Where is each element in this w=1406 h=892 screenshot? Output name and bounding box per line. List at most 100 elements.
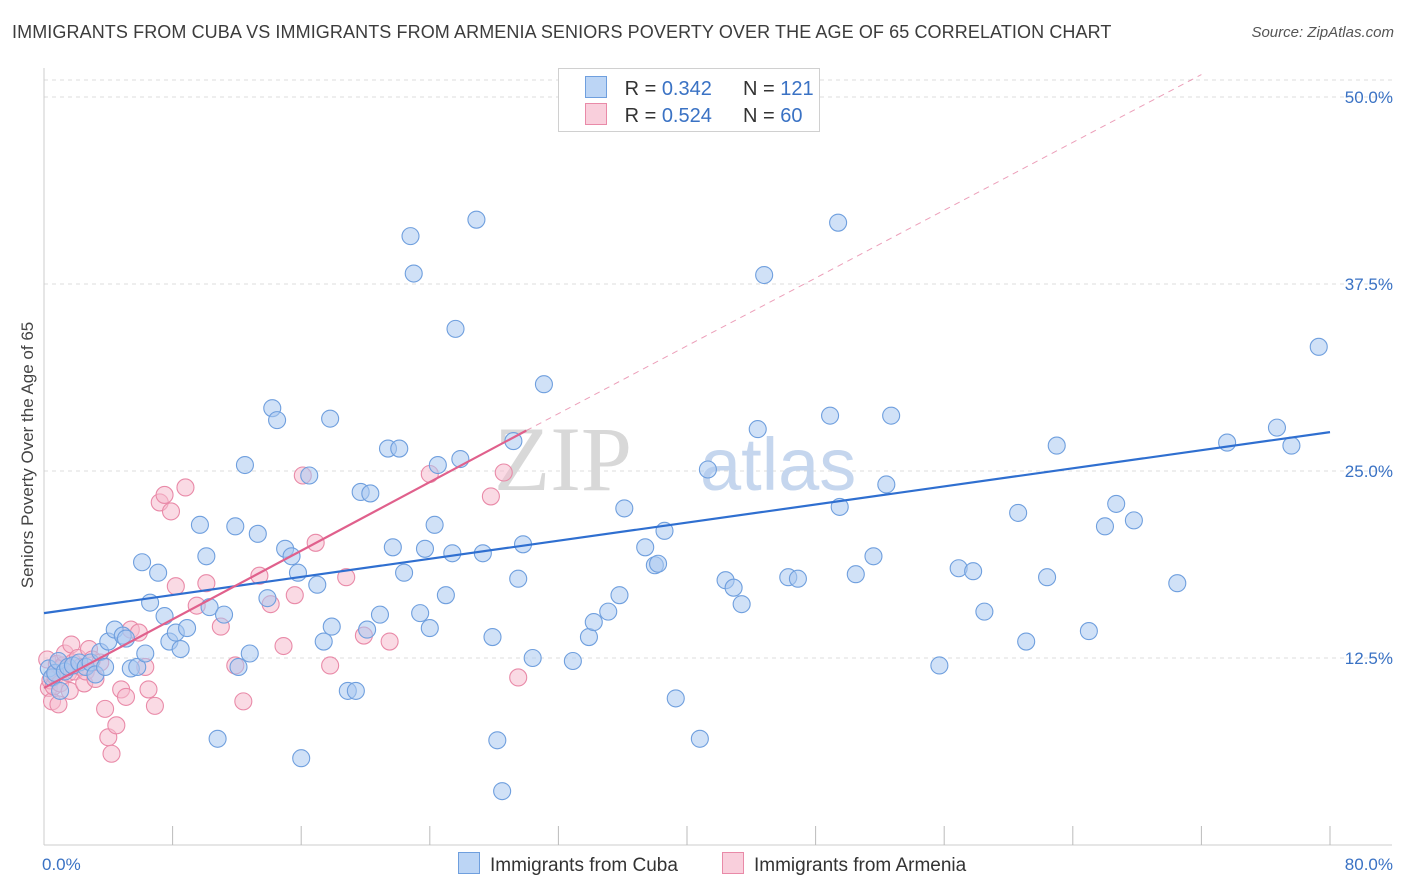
watermark: ZIP atlas	[494, 408, 856, 510]
point-armenia	[234, 692, 253, 711]
point-cuba	[534, 375, 553, 394]
legend-n-label-armenia: N =	[743, 105, 775, 127]
point-cuba	[877, 475, 896, 494]
point-cuba	[964, 562, 983, 581]
point-cuba	[666, 689, 685, 708]
correlation-legend: R = 0.342 N = 121 R = 0.524 N = 60	[558, 68, 820, 132]
bottom-legend-swatch-cuba	[458, 852, 480, 874]
legend-swatch-cuba	[585, 76, 607, 98]
point-cuba	[51, 681, 70, 700]
point-cuba	[690, 729, 709, 748]
bottom-legend-cuba: Immigrants from Cuba	[458, 852, 678, 877]
point-cuba	[401, 227, 420, 246]
point-cuba	[300, 466, 319, 485]
point-cuba	[846, 565, 865, 584]
point-cuba	[292, 749, 311, 768]
point-cuba	[197, 547, 216, 566]
point-cuba	[190, 515, 209, 534]
point-cuba	[314, 632, 333, 651]
bottom-legend-armenia: Immigrants from Armenia	[722, 852, 966, 877]
point-armenia	[285, 586, 304, 605]
point-cuba	[321, 409, 340, 428]
point-cuba	[483, 628, 502, 647]
watermark-zip: ZIP	[494, 408, 632, 510]
point-cuba	[361, 484, 380, 503]
point-armenia	[274, 636, 293, 656]
tick-labels: 12.5% 25.0% 37.5% 50.0% 0.0% 80.0%	[42, 88, 1393, 874]
legend-r-value-cuba: 0.342	[661, 78, 712, 100]
point-armenia	[494, 463, 513, 482]
point-cuba	[214, 605, 234, 624]
point-cuba	[358, 620, 377, 639]
point-cuba	[748, 420, 767, 439]
point-cuba	[724, 578, 743, 597]
point-cuba	[1124, 511, 1143, 530]
trendline-armenia	[43, 429, 527, 689]
points-cuba	[39, 210, 1328, 801]
point-cuba	[1079, 622, 1098, 641]
legend-row-cuba: R = 0.342 N = 121	[585, 76, 814, 101]
point-armenia	[161, 502, 181, 521]
axes	[43, 68, 1392, 846]
point-cuba	[322, 617, 341, 636]
point-cuba	[698, 460, 717, 479]
point-cuba	[467, 210, 486, 229]
legend-r-label-armenia: R =	[624, 105, 657, 127]
point-cuba	[425, 515, 444, 534]
x-tick-label: 0.0%	[42, 855, 81, 874]
point-armenia	[155, 485, 174, 504]
trendline-cuba	[43, 431, 1331, 615]
point-cuba	[755, 265, 774, 285]
point-cuba	[308, 575, 327, 594]
point-cuba	[428, 455, 447, 475]
point-armenia	[139, 680, 158, 699]
point-armenia	[481, 487, 500, 506]
point-cuba	[390, 439, 409, 458]
point-armenia	[166, 577, 185, 596]
point-cuba	[1282, 436, 1301, 455]
point-cuba	[258, 589, 277, 608]
point-cuba	[584, 613, 603, 632]
point-armenia	[380, 632, 399, 651]
point-cuba	[133, 553, 152, 572]
point-armenia	[96, 699, 115, 718]
point-cuba	[636, 538, 655, 557]
point-cuba	[1107, 494, 1126, 513]
point-armenia	[337, 568, 356, 587]
point-cuba	[370, 605, 390, 624]
point-cuba	[383, 538, 402, 557]
point-cuba	[732, 595, 751, 614]
point-cuba	[178, 619, 197, 638]
point-cuba	[136, 644, 155, 663]
point-cuba	[420, 619, 439, 638]
point-armenia	[197, 574, 216, 593]
bottom-legend-label-cuba: Immigrants from Cuba	[490, 855, 678, 876]
point-cuba	[149, 563, 168, 582]
point-cuba	[1009, 503, 1028, 522]
point-cuba	[1095, 517, 1114, 536]
point-cuba	[1038, 568, 1057, 587]
point-cuba	[1168, 574, 1187, 593]
x-tick-label: 80.0%	[1345, 855, 1393, 874]
y-tick-label: 37.5%	[1345, 275, 1393, 294]
legend-swatch-armenia	[585, 103, 607, 125]
point-cuba	[829, 213, 848, 232]
y-tick-label: 12.5%	[1345, 649, 1393, 668]
point-armenia	[102, 744, 121, 763]
chart-title: IMMIGRANTS FROM CUBA VS IMMIGRANTS FROM …	[12, 22, 1112, 42]
point-armenia	[321, 656, 340, 675]
trendlines	[43, 429, 1331, 689]
point-cuba	[248, 524, 267, 543]
point-cuba	[563, 651, 582, 671]
point-cuba	[346, 681, 365, 700]
point-cuba	[443, 544, 462, 563]
point-cuba	[436, 586, 455, 605]
point-cuba	[171, 639, 190, 659]
legend-n-value-cuba: 121	[780, 78, 814, 100]
watermark-atlas: atlas	[700, 423, 856, 506]
point-cuba	[975, 602, 994, 621]
point-cuba	[155, 607, 174, 626]
point-armenia	[145, 696, 164, 715]
point-armenia	[509, 668, 528, 687]
